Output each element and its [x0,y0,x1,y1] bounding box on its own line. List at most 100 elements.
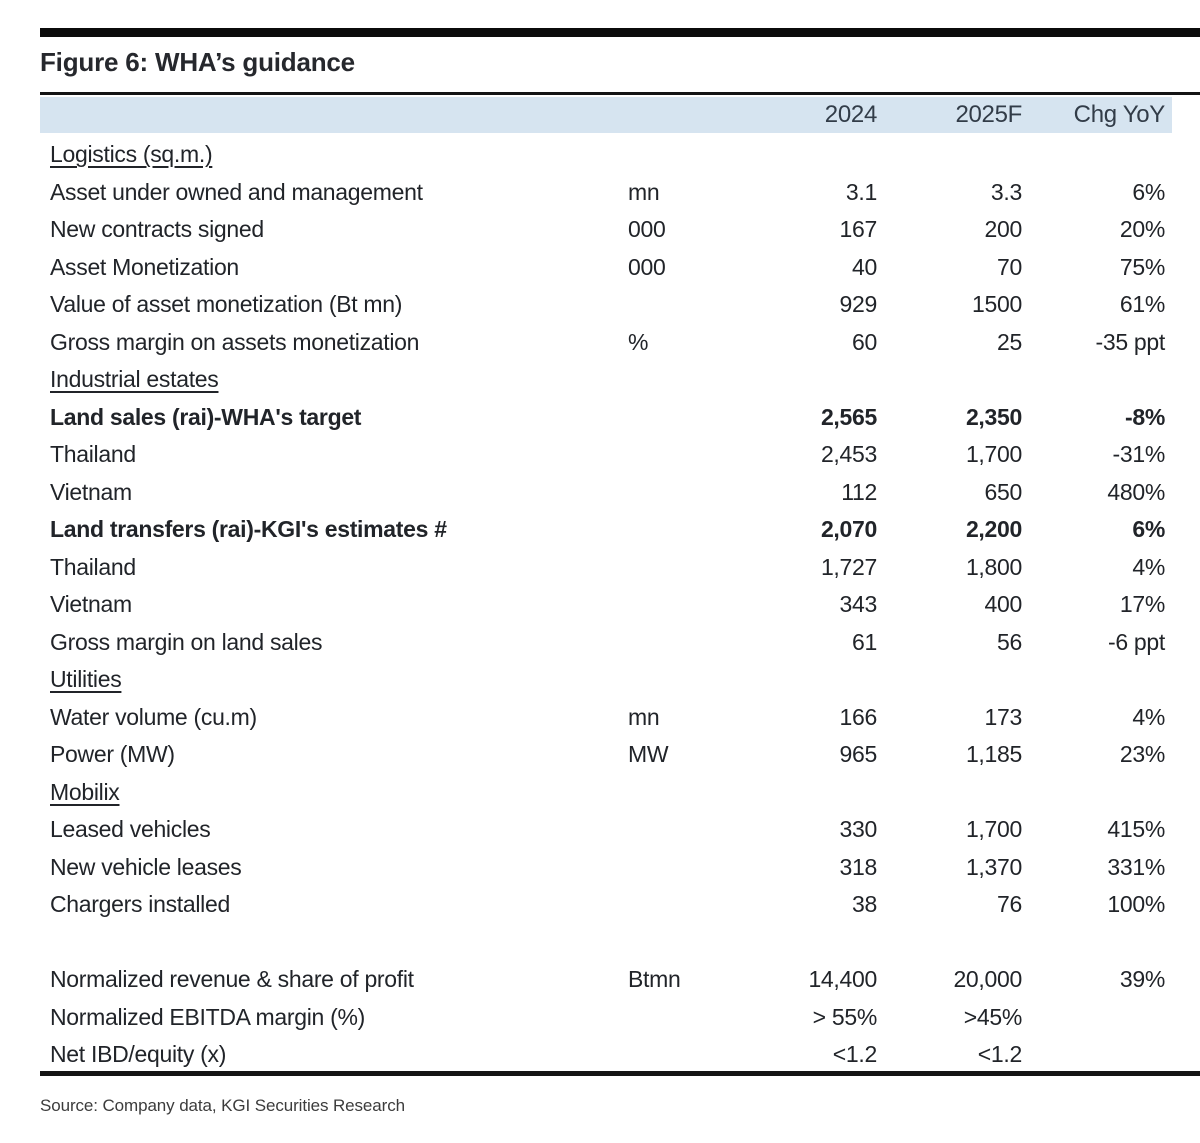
column-header-chg-yoy: Chg YoY [1073,101,1166,128]
row-value-2025f: 2,350 [965,403,1022,430]
row-value-2024: 14,400 [808,966,877,993]
row-label: Normalized EBITDA margin (%) [50,1003,365,1030]
row-value-2025f: 400 [984,591,1023,618]
table-row: Thailand 1,727 1,800 4% [40,549,1165,587]
row-value-2025f: 76 [997,891,1022,918]
table-row: Normalized revenue & share of profit Btm… [40,961,1165,999]
table-row: Net IBD/equity (x) <1.2 <1.2 [40,1036,1165,1074]
row-label: Gross margin on land sales [50,628,323,655]
row-value-2024: 167 [839,216,878,243]
table-row: Normalized EBITDA margin (%) > 55% >45% [40,999,1165,1037]
row-label: Net IBD/equity (x) [50,1041,227,1068]
row-value-2025f: 650 [984,478,1023,505]
row-value-chg-yoy: 4% [1132,553,1165,580]
row-value-2024: 60 [852,328,877,355]
column-header-2024: 2024 [824,101,878,128]
row-label: Thailand [50,553,136,580]
row-value-2024: 965 [839,741,878,768]
row-label: Land sales (rai)-WHA's target [50,403,362,430]
table-row: Leased vehicles 330 1,700 415% [40,811,1165,849]
row-value-2025f: >45% [963,1003,1023,1030]
row-unit: mn [628,703,660,730]
figure-title: Figure 6: WHA’s guidance [40,47,355,77]
row-label: Chargers installed [50,891,230,918]
row-value-chg-yoy: 100% [1107,891,1165,918]
row-value-chg-yoy: 61% [1119,291,1165,318]
row-value-2025f: 1,700 [965,816,1022,843]
table-row: Power (MW) MW 965 1,185 23% [40,736,1165,774]
column-header-band: 2024 2025F Chg YoY [40,97,1172,133]
row-unit: mn [628,178,660,205]
row-label: Thailand [50,441,136,468]
table-body: Logistics (sq.m.) Asset under owned and … [40,136,1165,1074]
row-label: Asset Monetization [50,253,239,280]
row-unit: Btmn [628,966,681,993]
table-row: Vietnam 112 650 480% [40,474,1165,512]
row-value-2024: 2,070 [820,516,877,543]
table-row: Gross margin on land sales 61 56 -6 ppt [40,624,1165,662]
row-label: Asset under owned and management [50,178,423,205]
row-label: New contracts signed [50,216,264,243]
table-row: Logistics (sq.m.) [40,136,1165,174]
table-row: Vietnam 343 400 17% [40,586,1165,624]
row-value-2024: > 55% [812,1003,878,1030]
row-value-2024: 61 [852,628,877,655]
table-row: Gross margin on assets monetization % 60… [40,324,1165,362]
row-value-chg-yoy: 6% [1132,516,1165,543]
row-label: Vietnam [50,478,132,505]
row-value-2025f: 200 [984,216,1023,243]
row-value-2024: 112 [841,478,877,505]
row-value-2025f: 25 [997,328,1022,355]
row-value-2024: <1.2 [832,1041,878,1068]
table-row: Industrial estates [40,361,1165,399]
row-value-2024: 40 [852,253,877,280]
row-value-2024: 330 [839,816,878,843]
row-unit: 000 [628,253,666,280]
row-value-2024: 2,453 [820,441,877,468]
row-label: New vehicle leases [50,853,242,880]
row-value-chg-yoy: -35 ppt [1095,328,1165,355]
row-unit: MW [628,741,669,768]
row-value-2024: 3.1 [845,178,877,205]
table-row: New vehicle leases 318 1,370 331% [40,849,1165,887]
row-value-chg-yoy: 17% [1119,591,1165,618]
table-row: New contracts signed 000 167 200 20% [40,211,1165,249]
row-value-2025f: 70 [997,253,1022,280]
row-value-2024: 1,727 [820,553,877,580]
row-label: Land transfers (rai)-KGI's estimates # [50,516,447,543]
table-row: Asset Monetization 000 40 70 75% [40,249,1165,287]
row-value-chg-yoy: 331% [1107,853,1165,880]
row-value-chg-yoy: 39% [1119,966,1165,993]
table-row: Water volume (cu.m) mn 166 173 4% [40,699,1165,737]
row-value-2024: 318 [839,853,878,880]
row-value-2025f: 173 [984,703,1023,730]
row-value-chg-yoy: 23% [1119,741,1165,768]
row-label: Value of asset monetization (Bt mn) [50,291,403,318]
row-value-chg-yoy: 415% [1107,816,1165,843]
row-label: Mobilix [50,778,120,805]
row-value-chg-yoy: 4% [1132,703,1165,730]
row-value-2025f: 1,800 [965,553,1022,580]
column-header-2025f: 2025F [955,101,1022,128]
row-label: Logistics (sq.m.) [50,141,213,168]
table-row: Thailand 2,453 1,700 -31% [40,436,1165,474]
row-value-2025f: 1500 [972,291,1022,318]
row-unit: % [628,328,649,355]
row-value-chg-yoy: -6 ppt [1107,628,1165,655]
row-unit: 000 [628,216,666,243]
row-value-2025f: 1,370 [965,853,1022,880]
row-value-2025f: 2,200 [965,516,1022,543]
table-row: Land transfers (rai)-KGI's estimates # 2… [40,511,1165,549]
row-label: Industrial estates [50,366,219,393]
row-value-2024: 929 [839,291,878,318]
table-row [40,924,1165,962]
table-row: Value of asset monetization (Bt mn) 929 … [40,286,1165,324]
table-top-rule [40,92,1200,95]
row-value-2025f: 1,185 [965,741,1022,768]
row-value-chg-yoy: 6% [1132,178,1165,205]
row-label: Water volume (cu.m) [50,703,257,730]
row-value-2025f: 3.3 [990,178,1022,205]
row-value-2025f: 20,000 [953,966,1022,993]
table-row: Mobilix [40,774,1165,812]
row-label: Power (MW) [50,741,175,768]
